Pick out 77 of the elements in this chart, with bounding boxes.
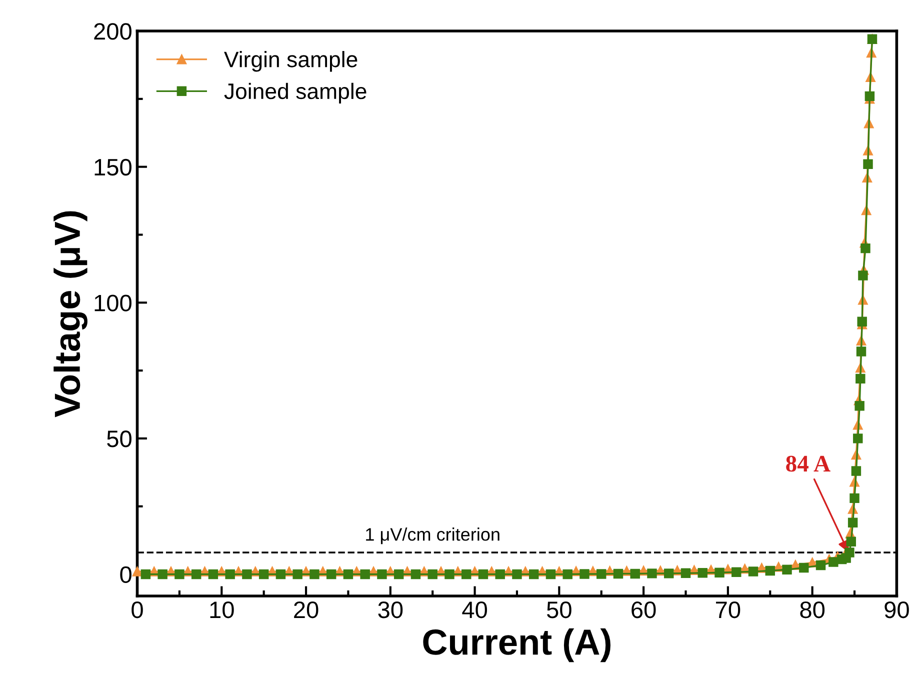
y-tick-label: 200 xyxy=(94,23,132,40)
point xyxy=(848,518,858,528)
point xyxy=(326,569,336,580)
point xyxy=(528,569,539,580)
point xyxy=(174,569,184,580)
x-tick-label: 0 xyxy=(132,601,143,618)
point xyxy=(854,400,864,411)
point xyxy=(856,346,866,356)
point xyxy=(680,568,691,578)
point xyxy=(377,569,387,580)
point xyxy=(844,548,854,558)
point xyxy=(546,569,556,580)
point xyxy=(851,466,862,476)
x-tick-label: 60 xyxy=(632,601,656,618)
point xyxy=(343,569,354,580)
point xyxy=(276,569,286,580)
y-axis-title: Voltage (μV) xyxy=(54,211,88,418)
x-tick-label: 70 xyxy=(716,601,740,618)
point xyxy=(512,569,522,580)
point xyxy=(860,243,870,254)
point xyxy=(782,564,792,574)
point xyxy=(630,568,640,579)
y-tick-label: 50 xyxy=(107,430,132,448)
point xyxy=(853,434,863,444)
point xyxy=(444,569,454,580)
point xyxy=(664,568,674,578)
point xyxy=(208,569,218,580)
point xyxy=(799,562,809,573)
point xyxy=(698,568,708,578)
point xyxy=(714,568,724,578)
point xyxy=(748,566,758,576)
x-tick-label: 50 xyxy=(546,601,572,618)
legend-label: Joined sample xyxy=(224,82,366,104)
point xyxy=(495,569,505,580)
point xyxy=(613,568,624,579)
y-tick-label: 150 xyxy=(94,158,132,176)
point xyxy=(596,569,606,579)
point xyxy=(856,374,866,384)
x-tick-label: 30 xyxy=(378,601,403,618)
x-tick-label: 10 xyxy=(210,601,234,618)
point xyxy=(225,569,235,580)
x-tick-label: 80 xyxy=(800,601,825,618)
point xyxy=(191,569,202,580)
point xyxy=(562,569,572,580)
point xyxy=(580,569,590,579)
x-tick-label: 20 xyxy=(294,601,318,618)
point xyxy=(864,91,875,102)
point xyxy=(846,536,856,547)
y-tick-label: 100 xyxy=(94,294,132,312)
point xyxy=(857,316,867,327)
point xyxy=(858,270,868,280)
ref-line-label: 1 μV/cm criterion xyxy=(366,528,500,544)
point xyxy=(292,569,302,580)
y-tick-label: 0 xyxy=(120,566,132,584)
point xyxy=(732,567,742,577)
point xyxy=(140,569,151,580)
point xyxy=(647,568,657,578)
point xyxy=(828,557,838,567)
point xyxy=(158,569,168,580)
point xyxy=(258,569,269,580)
point xyxy=(360,569,370,580)
point xyxy=(850,493,860,504)
x-tick-label: 40 xyxy=(462,601,487,618)
point xyxy=(394,569,404,580)
point xyxy=(478,569,488,580)
x-tick-label: 90 xyxy=(884,601,909,618)
annotation: 84 A xyxy=(786,456,830,472)
point xyxy=(816,560,826,570)
point xyxy=(765,566,775,576)
point xyxy=(863,159,873,169)
point xyxy=(461,569,472,580)
point xyxy=(242,569,252,580)
point xyxy=(410,569,421,580)
point xyxy=(428,569,438,580)
legend-label: Virgin sample xyxy=(224,51,358,72)
point xyxy=(310,569,320,580)
x-axis-title: Current (A) xyxy=(423,628,610,662)
